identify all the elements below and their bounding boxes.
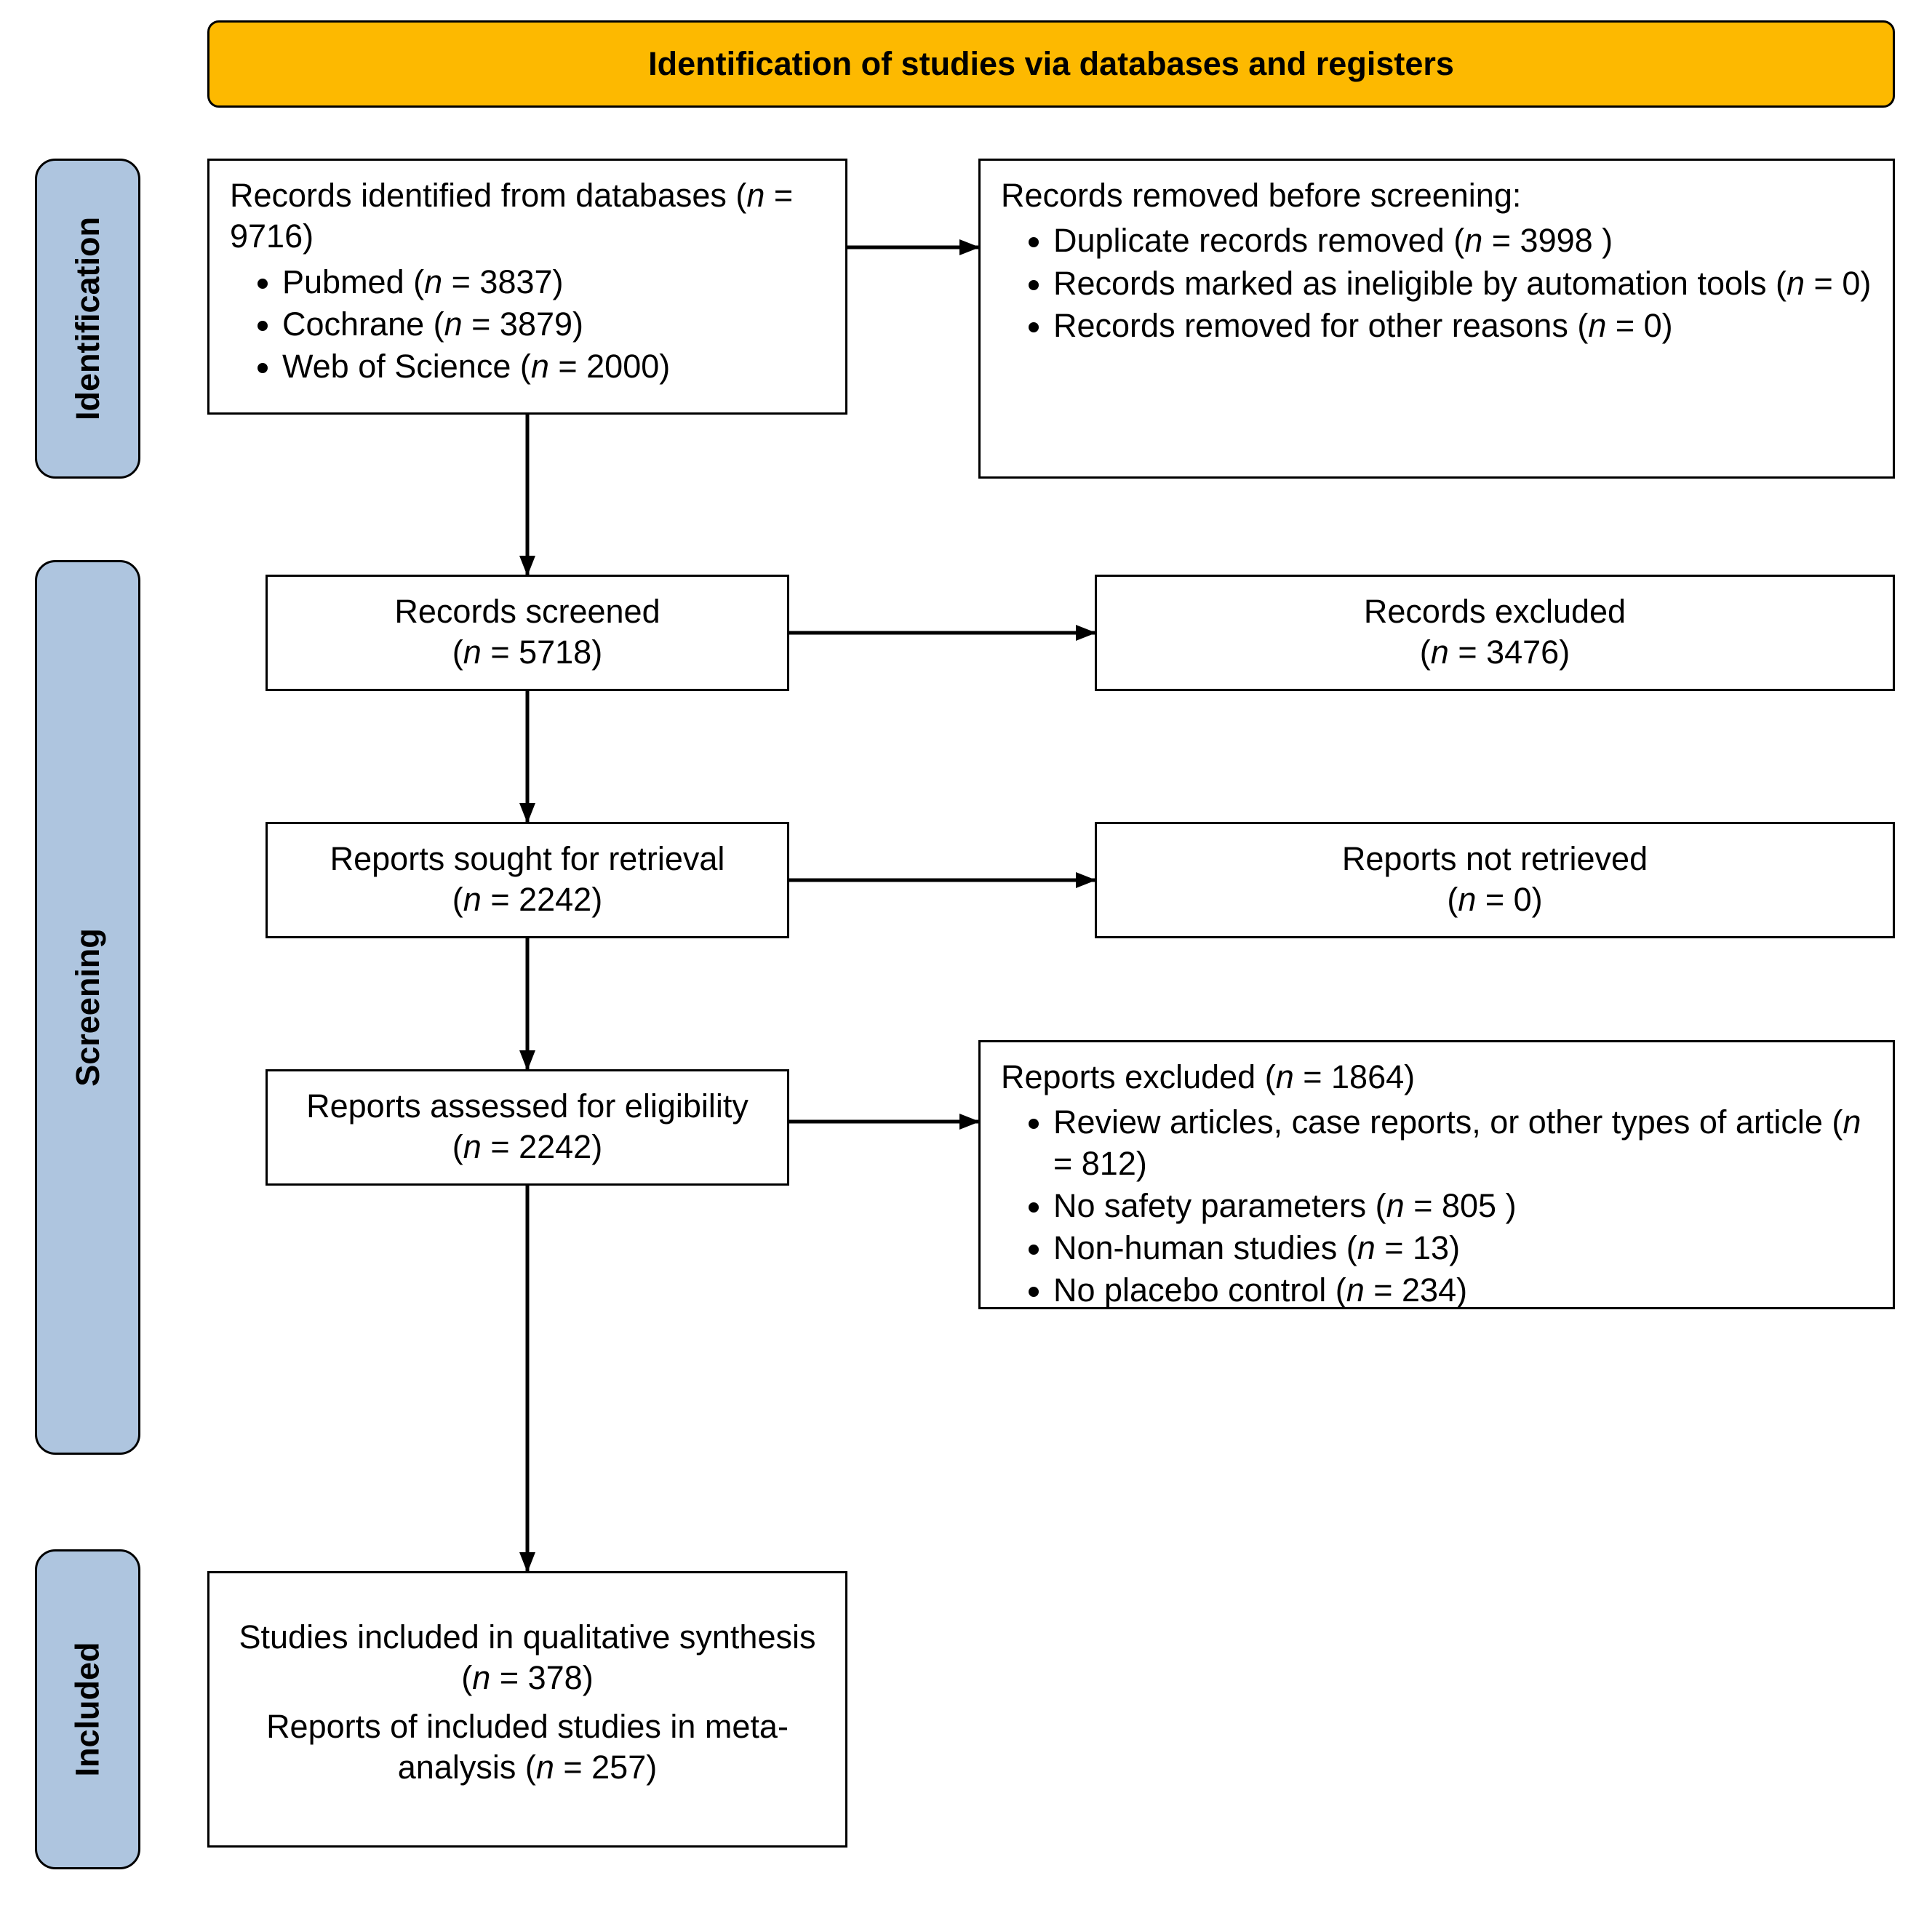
phase-identification: Identification	[35, 159, 140, 479]
box-reports-assessed: Reports assessed for eligibility (n = 22…	[266, 1069, 789, 1186]
banner-text: Identification of studies via databases …	[648, 45, 1454, 83]
records-removed-header: Records removed before screening:	[1001, 175, 1872, 216]
list-item: Pubmed (n = 3837)	[282, 262, 825, 303]
box-records-removed: Records removed before screening: Duplic…	[978, 159, 1895, 479]
list-item: Web of Science (n = 2000)	[282, 346, 825, 387]
phase-screening: Screening	[35, 560, 140, 1455]
banner-title: Identification of studies via databases …	[207, 20, 1895, 108]
box-records-identified: Records identified from databases (n = 9…	[207, 159, 847, 415]
box-records-excluded: Records excluded (n = 3476)	[1095, 575, 1895, 691]
records-identified-header: Records identified from databases (n = 9…	[230, 175, 825, 257]
phase-identification-label: Identification	[69, 217, 107, 420]
box-studies-included: Studies included in qualitative synthesi…	[207, 1571, 847, 1848]
phase-screening-label: Screening	[69, 928, 107, 1087]
list-item: Non-human studies (n = 13)	[1053, 1228, 1872, 1269]
list-item: Duplicate records removed (n = 3998 )	[1053, 220, 1872, 261]
box-reports-sought: Reports sought for retrieval (n = 2242)	[266, 822, 789, 938]
list-item: No safety parameters (n = 805 )	[1053, 1186, 1872, 1226]
records-identified-list: Pubmed (n = 3837)Cochrane (n = 3879)Web …	[230, 262, 825, 388]
records-removed-list: Duplicate records removed (n = 3998 )Rec…	[1001, 220, 1872, 346]
phase-included-label: Included	[69, 1642, 107, 1776]
list-item: Review articles, case reports, or other …	[1053, 1102, 1872, 1184]
list-item: Cochrane (n = 3879)	[282, 304, 825, 345]
reports-excluded-header: Reports excluded (n = 1864)	[1001, 1057, 1872, 1098]
box-reports-excluded: Reports excluded (n = 1864) Review artic…	[978, 1040, 1895, 1309]
box-reports-not-retrieved: Reports not retrieved (n = 0)	[1095, 822, 1895, 938]
list-item: Records removed for other reasons (n = 0…	[1053, 305, 1872, 346]
list-item: Records marked as ineligible by automati…	[1053, 263, 1872, 304]
phase-included: Included	[35, 1549, 140, 1869]
reports-excluded-list: Review articles, case reports, or other …	[1001, 1102, 1872, 1311]
list-item: No placebo control (n = 234)	[1053, 1270, 1872, 1311]
box-records-screened: Records screened (n = 5718)	[266, 575, 789, 691]
